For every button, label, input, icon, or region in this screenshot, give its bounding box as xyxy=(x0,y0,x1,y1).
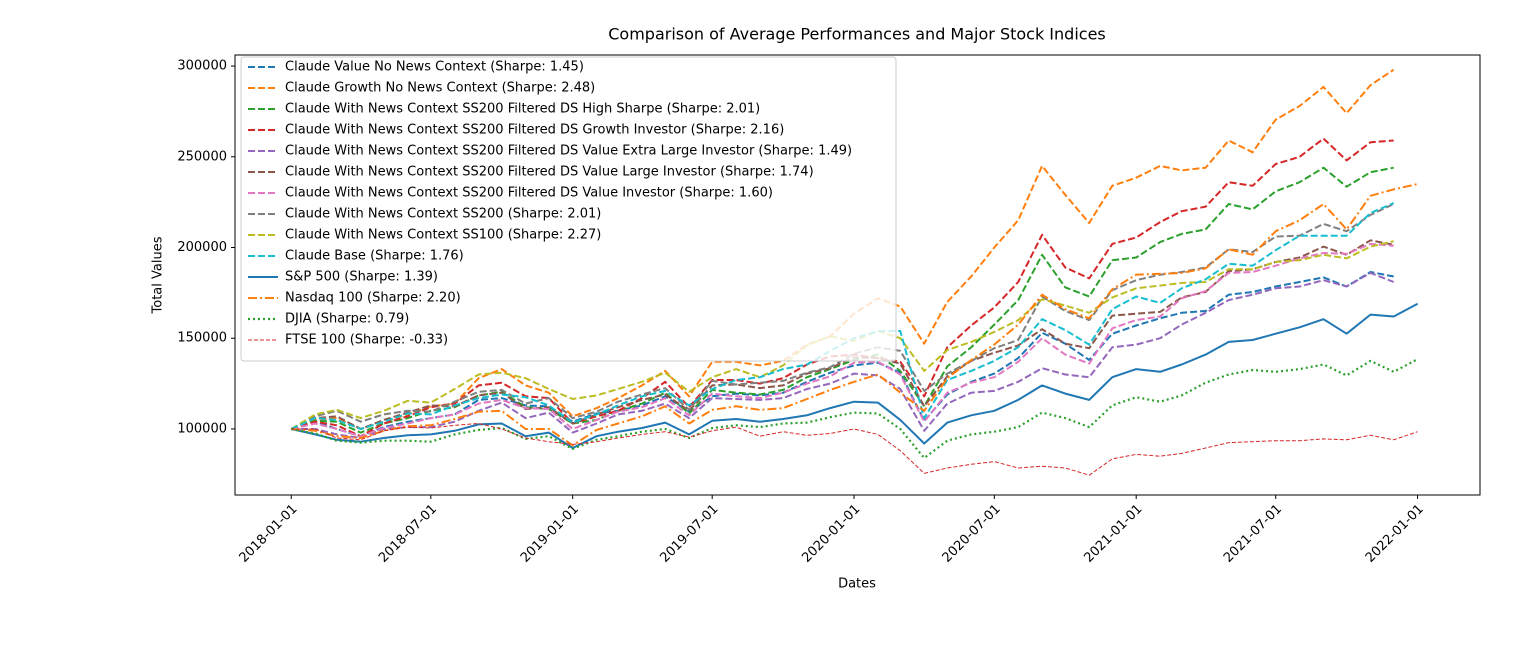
legend-label: Claude With News Context SS200 Filtered … xyxy=(285,144,852,159)
y-axis-label: Total Values xyxy=(151,236,166,314)
y-tick-label: 150000 xyxy=(177,331,227,346)
series-line xyxy=(290,68,1395,430)
legend-label: Claude Base (Sharpe: 1.76) xyxy=(285,249,464,264)
series-line xyxy=(291,271,1395,439)
x-tick-label: 2022-01-01 xyxy=(1363,502,1427,566)
legend-label: Claude Value No News Context (Sharpe: 1.… xyxy=(285,60,584,75)
x-tick-label: 2018-01-01 xyxy=(237,502,301,566)
legend: Claude Value No News Context (Sharpe: 1.… xyxy=(240,56,897,362)
x-tick-label: 2020-07-01 xyxy=(940,502,1004,566)
chart-title: Comparison of Average Performances and M… xyxy=(608,25,1106,44)
series-line xyxy=(291,242,1394,438)
series-line xyxy=(291,358,1419,460)
legend-label: Claude With News Context SS200 Filtered … xyxy=(285,102,760,117)
x-tick-label: 2019-01-01 xyxy=(518,502,582,566)
x-tick-label: 2021-01-01 xyxy=(1081,502,1145,566)
legend-label: FTSE 100 (Sharpe: -0.33) xyxy=(285,333,448,348)
series-line xyxy=(291,302,1419,449)
y-tick-label: 250000 xyxy=(177,149,227,164)
legend-label: S&P 500 (Sharpe: 1.39) xyxy=(285,270,438,285)
x-tick-label: 2019-07-01 xyxy=(657,502,721,566)
y-tick-label: 200000 xyxy=(177,240,227,255)
legend-label: Claude With News Context SS200 (Sharpe: … xyxy=(285,207,601,222)
x-tick-label: 2018-07-01 xyxy=(376,502,440,566)
x-axis-label: Dates xyxy=(838,577,876,592)
legend-label: Claude With News Context SS100 (Sharpe: … xyxy=(285,228,601,243)
x-tick-label: 2020-01-01 xyxy=(799,502,863,566)
legend-label: Claude With News Context SS200 Filtered … xyxy=(285,165,814,180)
legend-label: Claude With News Context SS200 Filtered … xyxy=(285,123,784,138)
legend-label: DJIA (Sharpe: 0.79) xyxy=(285,312,409,327)
series-line xyxy=(291,423,1418,476)
legend-label: Claude Growth No News Context (Sharpe: 2… xyxy=(285,81,595,96)
legend-label: Nasdaq 100 (Sharpe: 2.20) xyxy=(285,291,461,306)
legend-frame xyxy=(240,56,897,362)
y-tick-label: 100000 xyxy=(177,421,227,436)
series-line xyxy=(291,183,1418,447)
legend-label: Claude With News Context SS200 Filtered … xyxy=(285,186,773,201)
y-tick-label: 300000 xyxy=(177,59,227,74)
series-line xyxy=(290,239,1394,430)
x-tick-label: 2021-07-01 xyxy=(1221,502,1285,566)
